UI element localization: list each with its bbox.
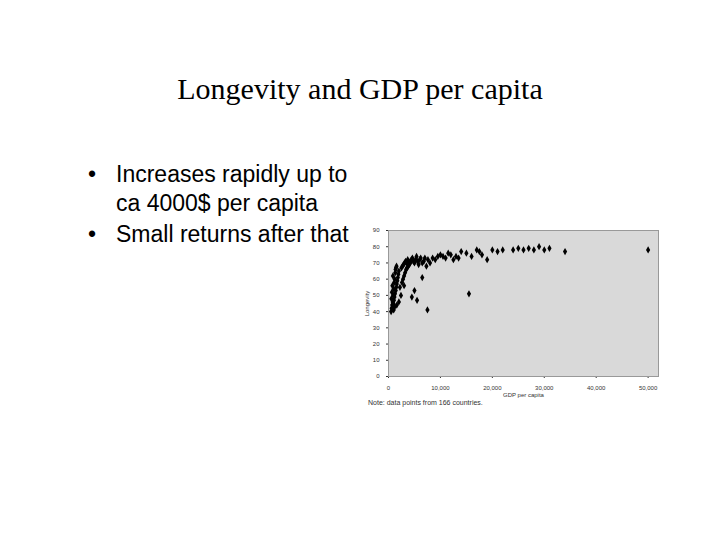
svg-text:30: 30 xyxy=(373,325,380,331)
svg-text:50: 50 xyxy=(373,292,380,298)
svg-text:80: 80 xyxy=(373,244,380,250)
html-text:Longevity and GDP per capita: Longevity and GDP per capita xyxy=(177,72,543,105)
html-text:Note: data points from 166 cou: Note: data points from 166 countries. xyxy=(368,399,483,406)
svg-text:10: 10 xyxy=(373,357,380,363)
html-text:Small returns after that: Small returns after that xyxy=(116,221,349,247)
svg-text:60: 60 xyxy=(373,276,380,282)
svg-text:20: 20 xyxy=(373,341,380,347)
svg-text:0: 0 xyxy=(376,373,380,379)
svg-text:Longevity: Longevity xyxy=(364,291,370,317)
svg-text:90: 90 xyxy=(373,227,380,233)
svg-text:40,000: 40,000 xyxy=(587,385,606,391)
svg-text:0: 0 xyxy=(387,385,391,391)
svg-text:40: 40 xyxy=(373,309,380,315)
html-text:Increases rapidly up to ca 400: Increases rapidly up to ca 4000$ per cap… xyxy=(116,161,348,216)
svg-text:50,000: 50,000 xyxy=(639,385,658,391)
svg-text:10,000: 10,000 xyxy=(431,385,450,391)
svg-text:30,000: 30,000 xyxy=(535,385,554,391)
svg-text:20,000: 20,000 xyxy=(483,385,502,391)
svg-text:GDP per capita: GDP per capita xyxy=(503,392,545,398)
svg-text:70: 70 xyxy=(373,260,380,266)
